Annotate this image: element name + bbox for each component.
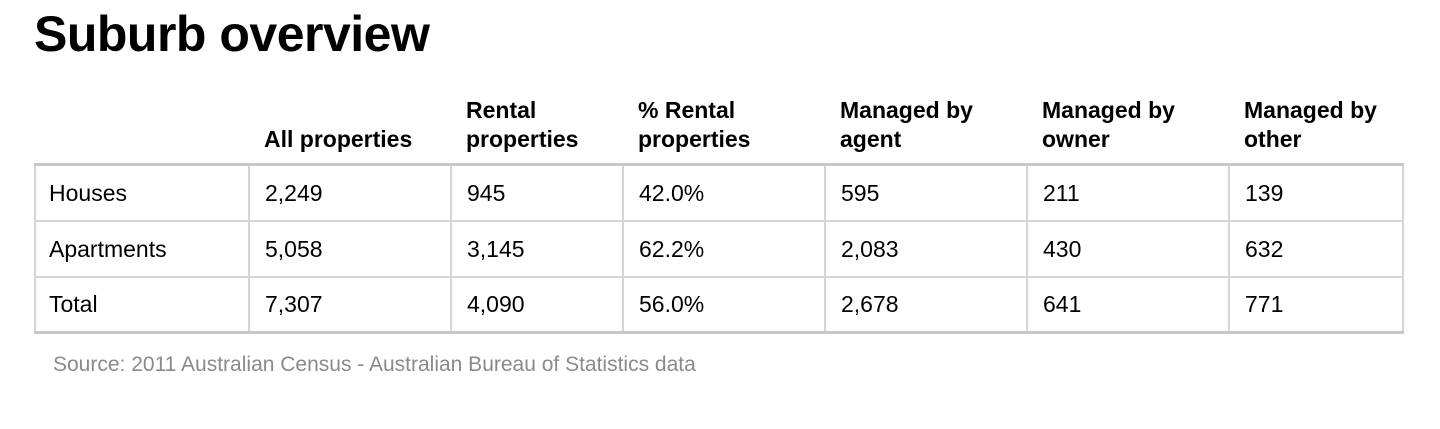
table-header-row: All properties Rental properties % Renta… (35, 92, 1403, 166)
row-label: Houses (34, 163, 250, 222)
cell-managed-by-other: 632 (1228, 219, 1404, 278)
cell-managed-by-owner: 211 (1026, 163, 1230, 222)
table-row: Total 7,307 4,090 56.0% 2,678 641 771 (34, 275, 1404, 334)
cell-managed-by-agent: 595 (824, 163, 1028, 222)
cell-all-properties: 7,307 (248, 275, 452, 334)
column-header-managed-by-agent: Managed by agent (825, 92, 1027, 166)
cell-pct-rental: 62.2% (622, 219, 826, 278)
column-header-empty (35, 92, 249, 166)
suburb-table-container: All properties Rental properties % Renta… (34, 92, 1404, 334)
cell-managed-by-agent: 2,678 (824, 275, 1028, 334)
source-note: Source: 2011 Australian Census - Austral… (53, 353, 696, 376)
cell-managed-by-owner: 430 (1026, 219, 1230, 278)
cell-managed-by-agent: 2,083 (824, 219, 1028, 278)
column-header-managed-by-other: Managed by other (1229, 92, 1403, 166)
column-header-all-properties: All properties (249, 92, 451, 166)
cell-managed-by-other: 771 (1228, 275, 1404, 334)
cell-managed-by-other: 139 (1228, 163, 1404, 222)
column-header-rental-properties: Rental properties (451, 92, 623, 166)
cell-managed-by-owner: 641 (1026, 275, 1230, 334)
cell-rental-properties: 3,145 (450, 219, 624, 278)
column-header-pct-rental: % Rental properties (623, 92, 825, 166)
cell-rental-properties: 945 (450, 163, 624, 222)
cell-rental-properties: 4,090 (450, 275, 624, 334)
page-title: Suburb overview (34, 6, 430, 62)
column-header-managed-by-owner: Managed by owner (1027, 92, 1229, 166)
cell-pct-rental: 42.0% (622, 163, 826, 222)
table-row: Apartments 5,058 3,145 62.2% 2,083 430 6… (34, 219, 1404, 278)
suburb-overview-table: All properties Rental properties % Renta… (34, 92, 1404, 334)
cell-pct-rental: 56.0% (622, 275, 826, 334)
table-row: Houses 2,249 945 42.0% 595 211 139 (34, 163, 1404, 222)
row-label: Apartments (34, 219, 250, 278)
cell-all-properties: 5,058 (248, 219, 452, 278)
row-label: Total (34, 275, 250, 334)
cell-all-properties: 2,249 (248, 163, 452, 222)
